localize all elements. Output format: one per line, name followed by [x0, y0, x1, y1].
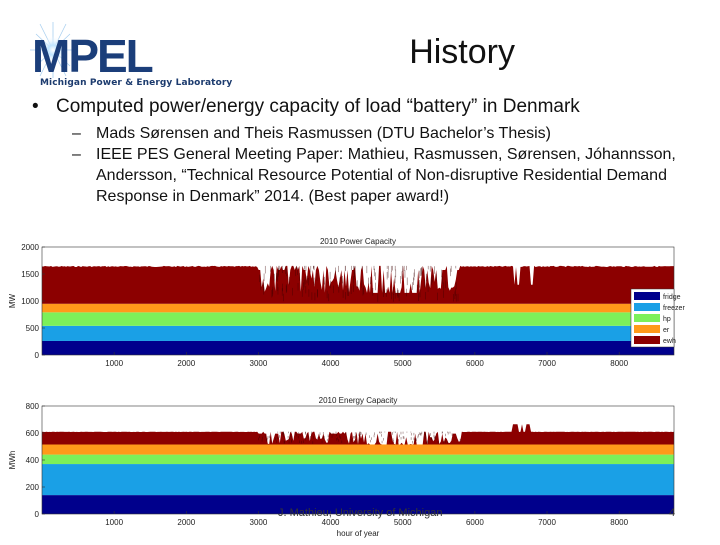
chart-1: 2010 Energy Capacity 0 200 400 600 800 1000 200…: [8, 396, 675, 538]
dash-marker: –: [72, 125, 81, 142]
y-tick-label: 1000: [21, 297, 39, 306]
x-tick-label: 8000: [610, 518, 628, 527]
ewh-texture: [258, 431, 461, 444]
chart-0: 2010 Power Capacity 0 500 1000 1500 2000 1000 2…: [8, 237, 685, 368]
x-tick-label: 3000: [250, 518, 268, 527]
series-band-hp: [42, 312, 674, 326]
series-band-er: [42, 303, 674, 313]
legend-label-hp: hp: [663, 316, 671, 323]
logo-subtitle: Michigan Power & Energy Laboratory: [40, 78, 233, 88]
dash-marker: –: [72, 146, 81, 163]
legend: fridge freezer hp er ewh: [630, 288, 685, 348]
sub-bullet-1-text: Mads Sørensen and Theis Rasmussen (DTU B…: [96, 125, 551, 142]
x-tick-label: 7000: [538, 518, 556, 527]
slide-title: History: [409, 33, 515, 71]
y-tick-label: 400: [26, 456, 40, 465]
page-number: 4: [669, 507, 676, 519]
series-band-fridge: [42, 340, 674, 355]
x-tick-label: 8000: [610, 359, 628, 368]
logo-letters: MPEL: [32, 30, 153, 82]
y-tick-label: 2000: [21, 243, 39, 252]
chart-title: 2010 Power Capacity: [320, 237, 396, 246]
legend-label-er: er: [663, 327, 670, 334]
x-tick-label: 3000: [250, 359, 268, 368]
footer-author: J. Mathieu, University of Michigan: [278, 507, 443, 519]
y-tick-label: 600: [26, 429, 40, 438]
bullet-main: Computed power/energy capacity of load “…: [32, 95, 702, 119]
series-band-freezer: [42, 464, 674, 496]
x-tick-label: 6000: [466, 518, 484, 527]
y-tick-label: 200: [26, 483, 40, 492]
x-tick-label: 5000: [394, 518, 412, 527]
series-band-fridge: [42, 495, 674, 514]
x-axis-label: hour of year: [337, 529, 380, 538]
y-axis-label: MWh: [8, 451, 17, 470]
x-tick-label: 7000: [538, 359, 556, 368]
y-tick-label: 800: [26, 402, 40, 411]
series-band-er: [42, 444, 674, 455]
legend-label-fridge: fridge: [663, 294, 681, 301]
ewh-texture: [259, 265, 459, 302]
x-tick-label: 1000: [105, 518, 123, 527]
x-tick-label: 6000: [466, 359, 484, 368]
sub-bullet-2-text: IEEE PES General Meeting Paper: Mathieu,…: [96, 146, 676, 205]
x-tick-label: 1000: [105, 359, 123, 368]
legend-swatch-hp: [634, 314, 660, 322]
series-band-ewh: [42, 265, 674, 304]
chart-title: 2010 Energy Capacity: [319, 396, 398, 405]
y-tick-label: 0: [35, 510, 40, 519]
legend-swatch-ewh: [634, 336, 660, 344]
series-band-ewh: [42, 424, 674, 445]
x-tick-label: 4000: [322, 359, 340, 368]
series-band-freezer: [42, 325, 674, 341]
bullet-list: Computed power/energy capacity of load “…: [32, 95, 702, 207]
y-axis-label: MW: [8, 293, 17, 308]
x-tick-label: 5000: [394, 359, 412, 368]
legend-swatch-er: [634, 325, 660, 333]
y-tick-label: 500: [26, 324, 40, 333]
legend-label-freezer: freezer: [663, 305, 685, 312]
x-tick-label: 2000: [177, 518, 195, 527]
x-tick-label: 4000: [322, 518, 340, 527]
y-tick-label: 0: [35, 351, 40, 360]
x-tick-label: 2000: [177, 359, 195, 368]
legend-swatch-freezer: [634, 303, 660, 311]
series-band-hp: [42, 454, 674, 465]
mpel-logo: MPEL: [30, 22, 155, 82]
legend-label-ewh: ewh: [663, 338, 676, 345]
y-tick-label: 1500: [21, 270, 39, 279]
legend-swatch-fridge: [634, 292, 660, 300]
sub-bullet-1: – Mads Sørensen and Theis Rasmussen (DTU…: [32, 123, 702, 144]
sub-bullet-2: – IEEE PES General Meeting Paper: Mathie…: [32, 144, 702, 207]
charts-container: 2010 Power Capacity 0 500 1000 1500 2000 1000 2…: [0, 236, 720, 540]
